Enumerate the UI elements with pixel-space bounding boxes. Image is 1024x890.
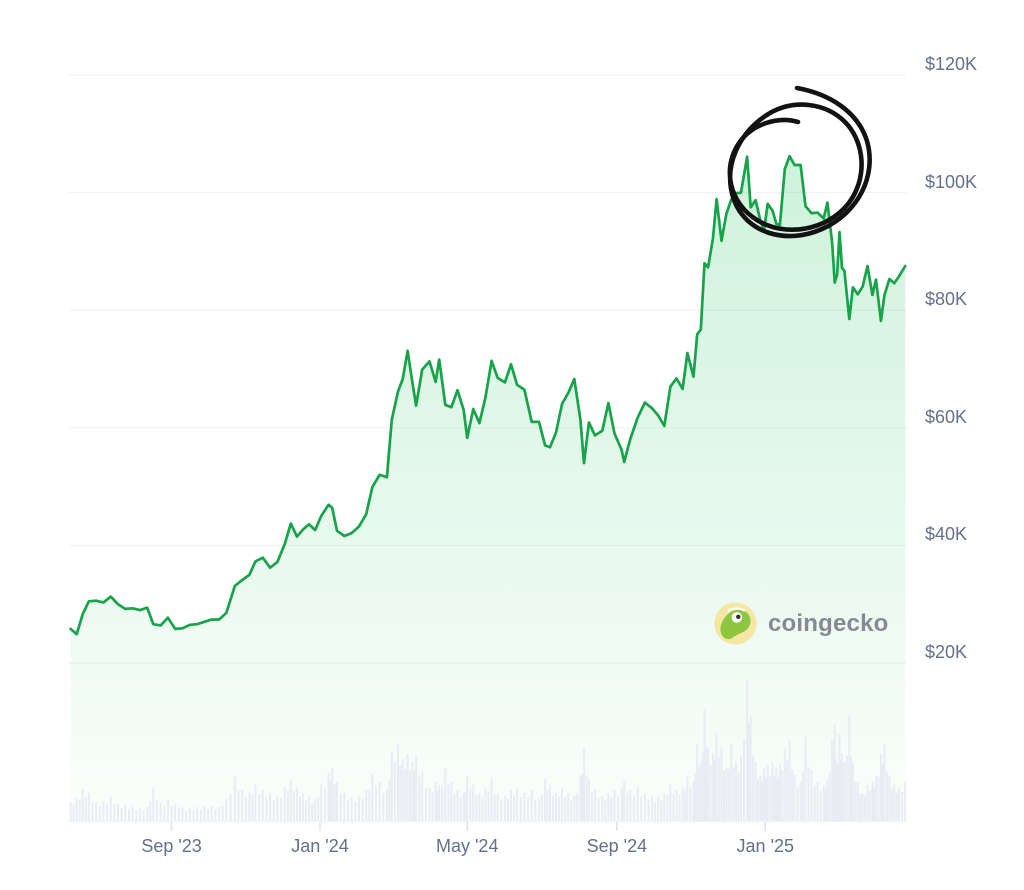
y-axis-label-20k: $20K: [925, 642, 968, 662]
x-axis-label-jan24: Jan '24: [291, 836, 349, 856]
watermark-label: coingecko: [768, 609, 889, 637]
y-axis-label-100k: $100K: [925, 171, 978, 192]
x-axis-label-sep23: Sep '23: [141, 836, 202, 856]
volume-bars: [69, 681, 907, 821]
x-axis-ticks: [170, 822, 767, 831]
y-axis-label-120k: $120K: [925, 54, 978, 74]
coingecko-watermark: coingecko: [713, 601, 889, 646]
price-area-fill: [70, 156, 906, 822]
price-line: [69, 154, 907, 636]
coingecko-logo-icon: [714, 602, 757, 645]
y-axis-label-60k: $60K: [925, 406, 968, 427]
x-axis-label-sep24: Sep '24: [586, 836, 648, 856]
y-axis-label-80k: $80K: [925, 289, 968, 310]
x-axis-label-may24: May '24: [435, 836, 499, 856]
ink-annotation: [727, 85, 872, 239]
y-axis-label-40k: $40K: [925, 524, 968, 545]
x-axis-label-jan25: Jan '25: [736, 836, 795, 856]
